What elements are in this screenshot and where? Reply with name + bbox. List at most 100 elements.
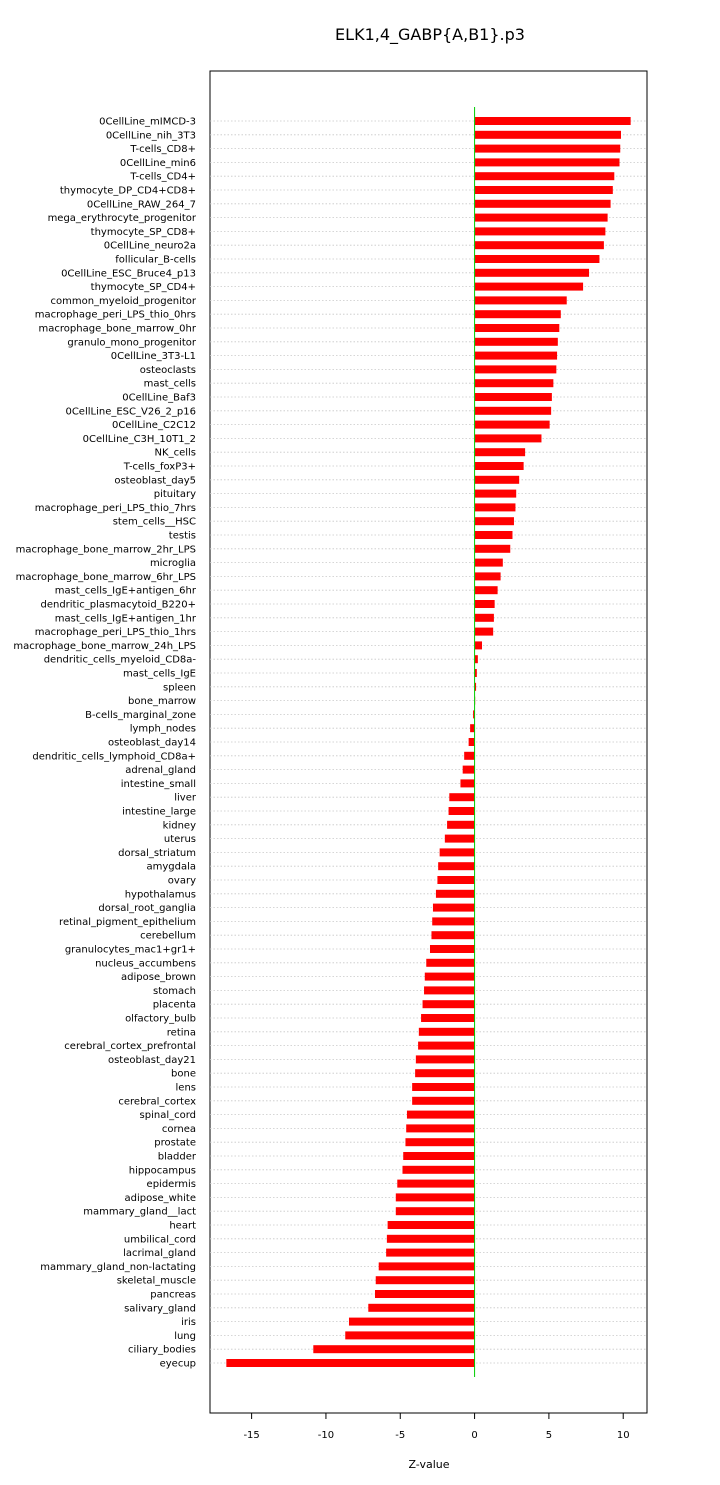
category-label: skeletal_muscle [117,1276,196,1287]
category-label: epidermis [147,1179,196,1190]
category-label: thymocyte_SP_CD8+ [91,227,196,238]
category-label: amygdala [146,862,196,873]
category-label: cerebellum [140,931,196,942]
category-label: mast_cells_IgE+antigen_1hr [55,613,197,624]
bar-testis [474,531,513,539]
bar-B-cells_marginal_zone [473,710,475,719]
bar-spinal_cord [406,1110,475,1119]
category-label: cerebral_cortex [118,1096,196,1107]
bar-NK_cells [474,448,526,457]
bar-intestine_small [460,779,475,788]
bar-kidney [447,820,475,829]
category-label: 0CellLine_mIMCD-3 [99,117,196,128]
bar-prostate [405,1138,475,1147]
category-label: common_myeloid_progenitor [50,296,196,307]
bar-nucleus_accumbens [426,958,475,967]
bar-T-cells_foxP3+ [474,462,524,470]
bar-granulo_mono_progenitor [474,337,558,346]
bar-0CellLine_3T3-L1 [474,351,558,360]
bar-T-cells_CD8+ [474,144,621,153]
x-tick-label: -15 [243,1430,259,1441]
bar-intestine_large [448,807,475,815]
category-label: mast_cells_IgE+antigen_6hr [55,586,197,597]
category-label: heart [169,1221,196,1232]
bar-mast_cells [474,379,554,388]
category-label: prostate [154,1138,196,1149]
x-tick-label: -5 [395,1430,405,1441]
category-label: granulo_mono_progenitor [67,337,196,348]
bar-skeletal_muscle [375,1276,475,1285]
category-label: stem_cells__HSC [113,517,196,528]
category-label: pancreas [150,1290,196,1301]
category-label: lung [174,1331,196,1342]
grid-lines [210,120,647,1364]
bar-spleen [474,682,477,691]
category-label: thymocyte_DP_CD4+CD8+ [60,186,196,197]
category-label: macrophage_bone_marrow_24h_LPS [13,641,196,652]
bar-epidermis [397,1179,475,1188]
bar-liver [449,793,475,802]
bar-macrophage_peri_LPS_thio_7hrs [474,503,516,512]
bar-iris [348,1317,475,1326]
category-label: adipose_white [125,1193,196,1204]
bar-osteoblast_day14 [468,738,475,746]
bar-ciliary_bodies [313,1345,475,1354]
category-label: salivary_gland [124,1303,196,1314]
category-label: mammary_gland__lact [83,1207,196,1218]
bar-amygdala [438,862,475,871]
bar-0CellLine_ESC_Bruce4_p13 [474,268,590,277]
bar-adipose_white [395,1193,475,1202]
bar-microglia [474,558,503,567]
bar-adipose_brown [424,972,475,981]
category-label: stomach [153,986,196,997]
category-label: NK_cells [155,448,196,459]
category-label: dorsal_striatum [118,848,196,859]
category-label: thymocyte_SP_CD4+ [91,282,196,293]
bar-follicular_B-cells [474,255,600,263]
category-label: iris [181,1317,196,1328]
bar-bone [415,1069,475,1078]
bar-pituitary [474,489,517,498]
bar-cerebellum [431,931,475,940]
bar-macrophage_bone_marrow_2hr_LPS [474,544,511,553]
category-label: spleen [163,682,196,693]
x-tick-label: 10 [617,1430,630,1441]
category-label: 0CellLine_ESC_V26_2_p16 [65,406,196,417]
category-label: dorsal_root_ganglia [98,903,196,914]
bar-eyecup [226,1359,475,1367]
category-label: bladder [158,1152,197,1163]
category-label: osteoblast_day14 [108,738,196,749]
bar-cerebral_cortex_prefrontal [418,1041,475,1050]
chart-title: ELK1,4_GABP{A,B1}.p3 [335,25,525,45]
bar-common_myeloid_progenitor [474,296,567,305]
category-label: 0CellLine_C2C12 [112,420,196,431]
category-label: ciliary_bodies [128,1345,196,1356]
bar-mammary_gland__lact [395,1207,475,1216]
bar-ovary [437,876,475,884]
category-label: olfactory_bulb [125,1014,196,1025]
category-label: ovary [168,876,196,887]
category-label: adrenal_gland [125,765,196,776]
category-label: placenta [153,1000,196,1011]
category-label: T-cells_foxP3+ [123,462,196,473]
category-label: cornea [162,1124,196,1135]
bar-umbilical_cord [386,1234,475,1243]
bar-macrophage_bone_marrow_24h_LPS [474,641,483,650]
category-label: mammary_gland_non-lactating [40,1262,196,1273]
category-label: kidney [163,820,196,831]
bar-0CellLine_C2C12 [474,420,550,429]
bar-osteoblast_day21 [415,1055,475,1064]
category-label: macrophage_bone_marrow_0hr [39,324,197,335]
bar-mast_cells_IgE+antigen_1hr [474,613,494,622]
category-label: T-cells_CD4+ [129,172,196,183]
bar-pancreas [374,1290,475,1298]
bar-olfactory_bulb [421,1014,475,1022]
bar-0CellLine_min6 [474,158,620,167]
category-label: dendritic_plasmacytoid_B220+ [40,600,196,611]
category-label: dendritic_cells_myeloid_CD8a- [44,655,197,666]
category-label: pituitary [154,489,196,500]
bar-retina [418,1027,475,1036]
bar-lung [345,1331,475,1340]
bar-mega_erythrocyte_progenitor [474,213,608,222]
